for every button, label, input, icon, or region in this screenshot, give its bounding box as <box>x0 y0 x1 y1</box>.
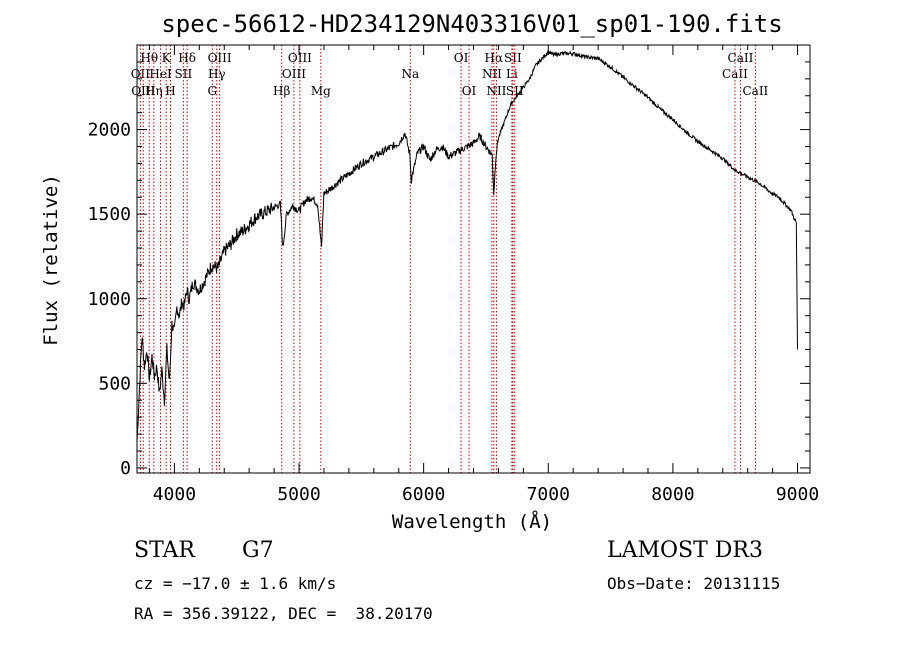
spectral-line-label-12: Hβ <box>273 84 290 98</box>
spectral-line-label-0: OII <box>131 67 151 81</box>
spectral-line-label-25: CaII <box>722 67 748 81</box>
x-tick-label-2: 6000 <box>402 484 445 505</box>
coordinates: RA = 356.39122, DEC = 38.20170 <box>134 604 433 623</box>
x-tick-label-1: 5000 <box>277 484 320 505</box>
spectral-line-label-20: Hα <box>485 51 504 65</box>
spectral-line-label-27: CaII <box>742 84 768 98</box>
spectral-lines-layer: OIIOIIIHθHηHeIKHSIIHδGHγOIIIHβOIIIOIIIMg… <box>131 45 769 473</box>
x-axis-label: Wavelength (Å) <box>392 510 552 533</box>
spectral-line-label-23: SII <box>504 51 522 65</box>
spectral-line-label-5: K <box>162 51 172 65</box>
spectrum-series-line <box>137 49 798 443</box>
spectral-line-label-17: OI <box>454 51 469 65</box>
spectral-line-label-26: CaII <box>728 51 754 65</box>
chart-title: spec-56612-HD234129N403316V01_sp01-190.f… <box>161 10 782 38</box>
obs-date: Obs−Date: 20131115 <box>607 574 781 593</box>
x-tick-label-5: 9000 <box>776 484 819 505</box>
x-tick-label-4: 8000 <box>651 484 694 505</box>
ticks-layer: 4000 5000 6000 7000 8000 9000 0 500 1000 1500 2000 <box>88 45 819 505</box>
y-tick-label-4: 2000 <box>88 120 131 141</box>
spectral-line-label-16: Na <box>401 67 419 81</box>
spectral-line-label-13: OIII <box>282 67 306 81</box>
spectral-line-label-8: Hδ <box>178 51 196 65</box>
spectral-line-label-2: Hθ <box>140 51 158 65</box>
y-tick-label-0: 0 <box>120 458 131 479</box>
spectral-line-label-14: OIII <box>288 51 312 65</box>
spectral-line-label-15: Mg <box>311 84 331 98</box>
survey-label: LAMOST DR3 <box>607 538 763 563</box>
y-tick-label-1: 500 <box>98 373 131 394</box>
spectral-line-label-4: HeI <box>149 67 172 81</box>
y-tick-label-2: 1000 <box>88 289 131 310</box>
y-axis-label: Flux (relative) <box>40 174 62 346</box>
x-tick-label-3: 7000 <box>527 484 570 505</box>
spectral-line-label-21: NII <box>486 84 506 98</box>
y-tick-label-3: 1500 <box>88 204 131 225</box>
spectral-line-label-3: Hη <box>145 84 163 98</box>
x-tick-label-0: 4000 <box>153 484 196 505</box>
spectral-line-label-11: OIII <box>208 51 232 65</box>
spectral-line-label-18: OI <box>462 84 477 98</box>
series-layer <box>137 49 798 443</box>
spectral-line-label-19: NII <box>482 67 502 81</box>
spectral-line-label-10: Hγ <box>208 67 226 81</box>
spectral-line-label-22: Li <box>506 67 518 81</box>
redshift-cz: cz = −17.0 ± 1.6 km/s <box>134 574 337 593</box>
spectrum-chart: spec-56612-HD234129N403316V01_sp01-190.f… <box>40 10 819 533</box>
spectral-line-label-6: H <box>165 84 175 98</box>
plot-frame <box>136 44 811 474</box>
object-subclass: G7 <box>242 538 274 563</box>
spectral-line-label-9: G <box>207 84 217 98</box>
spectral-line-label-7: SII <box>175 67 193 81</box>
object-class: STAR <box>134 538 195 563</box>
